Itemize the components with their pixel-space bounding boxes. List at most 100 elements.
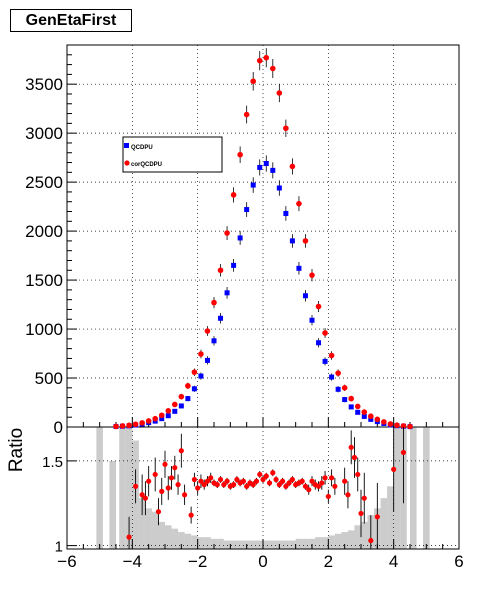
ratio-gray-bar — [269, 540, 277, 549]
qcdpu-point — [302, 293, 308, 299]
ratio-point — [280, 478, 286, 484]
ratio-axis-label: Ratio — [6, 428, 27, 472]
legend-box — [122, 136, 223, 173]
ratio-gray-bar — [262, 540, 270, 549]
ratio-point — [204, 478, 211, 484]
ratio-point — [253, 478, 260, 484]
corqcdpu-point — [237, 151, 243, 158]
qcdpu-point — [224, 290, 230, 296]
corqcdpu-point — [381, 419, 387, 425]
ratio-gray-bar — [184, 533, 192, 549]
y-tick-label: 2500 — [25, 173, 63, 192]
qcdpu-point — [263, 161, 269, 167]
ratio-point — [322, 475, 328, 481]
ratio-point — [348, 444, 354, 450]
ratio-point — [266, 480, 273, 486]
corqcdpu-point — [224, 230, 230, 236]
ratio-point — [286, 480, 292, 486]
ratio-y-tick-label: 1 — [55, 539, 63, 556]
corqcdpu-point — [165, 408, 172, 414]
x-tick-label: 2 — [324, 552, 333, 571]
ratio-point — [306, 487, 312, 493]
corqcdpu-point — [158, 412, 165, 419]
ratio-gray-bar — [164, 525, 172, 549]
y-tick-label: 3500 — [25, 75, 63, 94]
qcdpu-point — [296, 265, 302, 271]
corqcdpu-point — [296, 200, 302, 207]
ratio-point — [224, 478, 230, 484]
ratio-gray-bar — [393, 427, 401, 549]
ratio-point — [139, 492, 145, 498]
corqcdpu-point — [348, 395, 355, 402]
ratio-gray-bar — [387, 486, 394, 549]
legend-corqcdpu-marker — [124, 160, 130, 166]
corqcdpu-point — [113, 423, 119, 430]
corqcdpu-point — [283, 125, 289, 132]
qcdpu-point — [361, 413, 367, 419]
corqcdpu-point — [368, 413, 374, 420]
ratio-gray-bar — [282, 540, 290, 549]
ratio-point — [159, 488, 165, 494]
corqcdpu-point — [250, 78, 256, 85]
qcdpu-point — [165, 413, 171, 419]
corqcdpu-point — [315, 303, 322, 310]
ratio-point — [231, 482, 237, 488]
corqcdpu-point — [394, 422, 400, 429]
y-tick-label: 1000 — [25, 320, 63, 339]
ratio-gray-bar — [308, 538, 316, 549]
ratio-gray-bar — [380, 498, 388, 549]
ratio-point — [182, 492, 188, 498]
x-tick-label: 4 — [389, 552, 398, 571]
qcdpu-point — [204, 357, 210, 363]
qcdpu-point — [159, 416, 165, 422]
corqcdpu-point — [152, 415, 158, 422]
corqcdpu-point — [407, 423, 413, 430]
x-tick-label: 6 — [454, 552, 463, 571]
ratio-point — [175, 482, 181, 488]
qcdpu-point — [185, 396, 191, 402]
corqcdpu-point — [172, 401, 178, 408]
ratio-y-tick-label: 1.5 — [42, 454, 63, 471]
ratio-gray-bar — [295, 538, 303, 549]
ratio-point — [240, 478, 246, 484]
corqcdpu-point — [328, 352, 335, 359]
corqcdpu-point — [270, 65, 276, 72]
x-tick-label: −2 — [188, 552, 207, 571]
ratio-gray-bar — [328, 535, 335, 549]
qcdpu-point — [191, 386, 197, 392]
ratio-gray-bar — [347, 530, 355, 549]
ratio-point — [342, 478, 348, 484]
ratio-gray-bar — [302, 538, 309, 549]
x-tick-label: −6 — [57, 552, 76, 571]
qcdpu-point — [316, 340, 322, 346]
ratio-point — [178, 448, 184, 454]
ratio-point — [276, 482, 282, 488]
ratio-gray-bar — [289, 540, 296, 549]
ratio-point — [155, 509, 162, 515]
corqcdpu-point — [139, 420, 145, 426]
ratio-point — [361, 495, 367, 501]
ratio-point — [289, 476, 295, 483]
ratio-point — [374, 514, 380, 520]
qcdpu-point — [368, 416, 374, 422]
ratio-gray-bar — [151, 511, 159, 549]
corqcdpu-point — [217, 267, 224, 274]
ratio-gray-bar — [178, 532, 185, 549]
ratio-gray-bar — [191, 535, 198, 549]
corqcdpu-point — [211, 299, 217, 306]
ratio-gray-bar — [354, 525, 362, 549]
qcdpu-point — [198, 373, 204, 379]
qcdpu-point — [335, 386, 341, 392]
y-tick-label: 1500 — [25, 271, 63, 290]
ratio-gray-bar — [423, 427, 430, 549]
ratio-point — [133, 483, 139, 489]
ratio-point — [391, 466, 397, 472]
qcdpu-point — [309, 317, 315, 323]
qcdpu-point — [348, 404, 354, 410]
qcdpu-point — [289, 238, 295, 244]
qcdpu-point — [218, 315, 224, 321]
corqcdpu-point — [322, 330, 328, 336]
ratio-point — [270, 470, 276, 476]
ratio-gray-bar — [315, 537, 322, 549]
ratio-point — [214, 482, 220, 488]
